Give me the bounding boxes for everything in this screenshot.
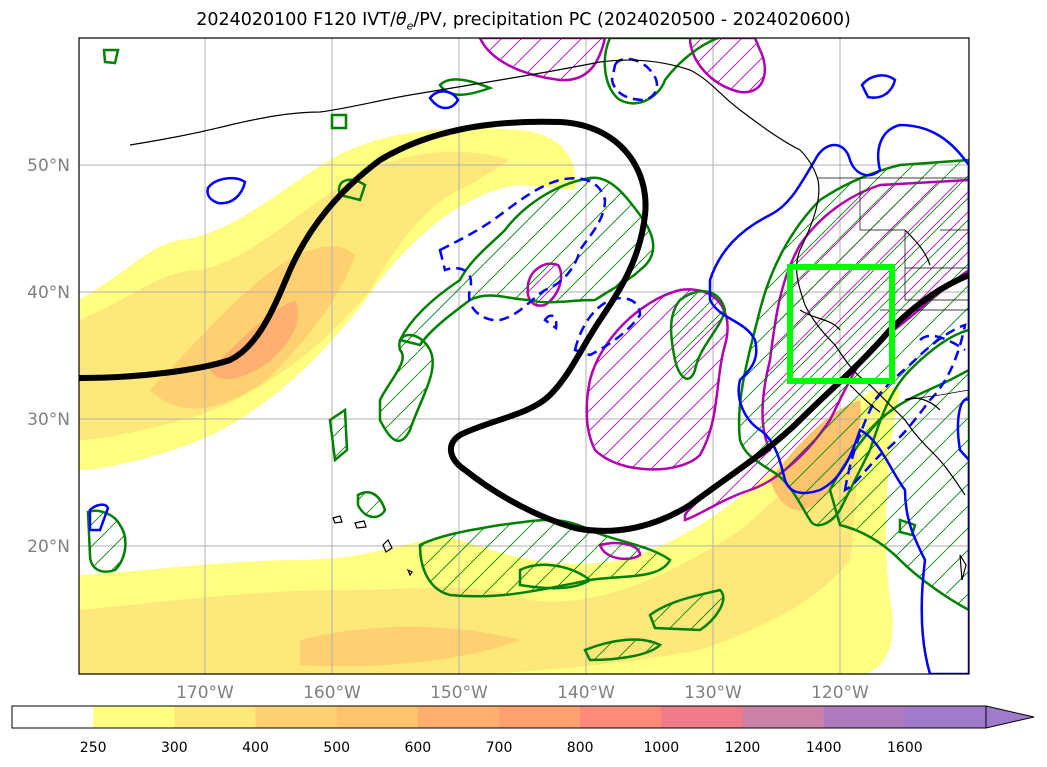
lon-label-160w: 160°W [303, 683, 361, 703]
precipitation-box [787, 264, 895, 384]
lon-label-130w: 130°W [684, 683, 742, 703]
colorbar-tick-label: 400 [242, 740, 269, 756]
map-content [79, 38, 969, 674]
colorbar-swatch [823, 706, 906, 728]
colorbar-tick-label: 700 [486, 740, 513, 756]
colorbar-swatch [255, 706, 338, 728]
colorbar-tick-label: 250 [80, 740, 107, 756]
pv-contour [79, 118, 969, 534]
map-frame [78, 37, 970, 675]
colorbar-swatch [93, 706, 175, 728]
colorbar-tick-label: 1400 [806, 740, 842, 756]
coastlines [129, 59, 967, 581]
colorbar-swatch [499, 706, 581, 728]
lat-label-40: 40°N [27, 283, 70, 303]
colorbar-swatch [580, 706, 662, 728]
colorbar-tick-label: 300 [161, 740, 188, 756]
colorbar-swatch [417, 706, 500, 728]
colorbar-tick-label: 500 [323, 740, 350, 756]
colorbar-swatch [174, 706, 256, 728]
theta-e-solid-contours [88, 74, 969, 674]
lat-label-30: 30°N [27, 410, 70, 430]
colorbar-frame [11, 705, 987, 729]
colorbar-swatch [336, 706, 419, 728]
ivt-band-south-400 [300, 626, 520, 667]
lon-label-140w: 140°W [557, 683, 615, 703]
colorbar-tick-label: 1200 [725, 740, 761, 756]
colorbar-tick-label: 600 [404, 740, 431, 756]
colorbar-swatch [12, 706, 94, 728]
latitude-labels: 50°N 40°N 30°N 20°N [27, 156, 70, 557]
colorbar-swatch [661, 706, 743, 728]
colorbar-tick-label: 1000 [644, 740, 680, 756]
lon-label-150w: 150°W [430, 683, 488, 703]
colorbar-tick-label: 800 [567, 740, 594, 756]
lon-label-120w: 120°W [811, 683, 869, 703]
colorbar: 250 300 400 500 600 700 800 1000 1200 1400 1600 [11, 705, 1035, 756]
lat-label-20: 20°N [27, 537, 70, 557]
colorbar-swatch [742, 706, 825, 728]
colorbar-extend-arrow [985, 705, 1035, 729]
colorbar-tick-label: 1600 [887, 740, 923, 756]
map-title: 2024020100 F120 IVT/θe/PV, precipitation… [196, 10, 851, 33]
lat-label-50: 50°N [27, 156, 70, 176]
theta-e-dashed-contours [438, 57, 967, 493]
longitude-labels: 170°W 160°W 150°W 140°W 130°W 120°W [176, 683, 869, 703]
colorbar-swatch [904, 706, 987, 728]
lon-label-170w: 170°W [176, 683, 234, 703]
pc-positive-contours [86, 38, 969, 662]
